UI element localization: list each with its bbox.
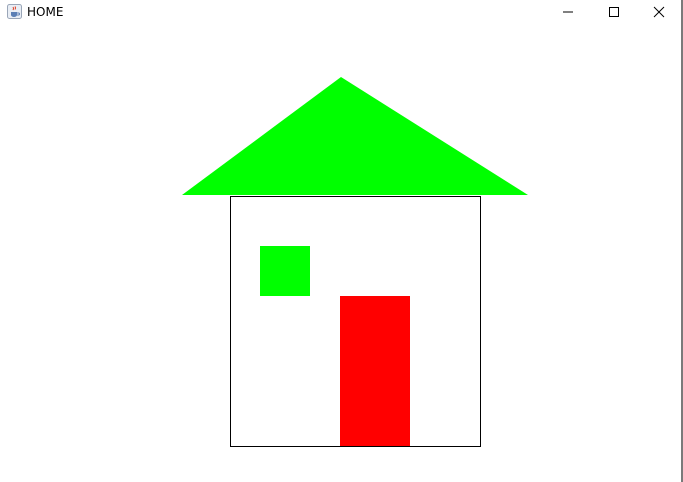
house-door (340, 296, 410, 446)
house-window (260, 246, 310, 296)
close-icon (653, 6, 665, 18)
maximize-icon (609, 7, 619, 17)
close-button[interactable] (636, 0, 682, 24)
maximize-button[interactable] (591, 0, 637, 24)
java-cup-icon (7, 4, 22, 19)
title-bar[interactable]: HOME (0, 0, 683, 24)
window-title: HOME (27, 5, 64, 19)
minimize-button[interactable] (545, 0, 591, 24)
house-roof (182, 77, 528, 195)
window-border (681, 0, 683, 482)
minimize-icon (563, 11, 573, 13)
